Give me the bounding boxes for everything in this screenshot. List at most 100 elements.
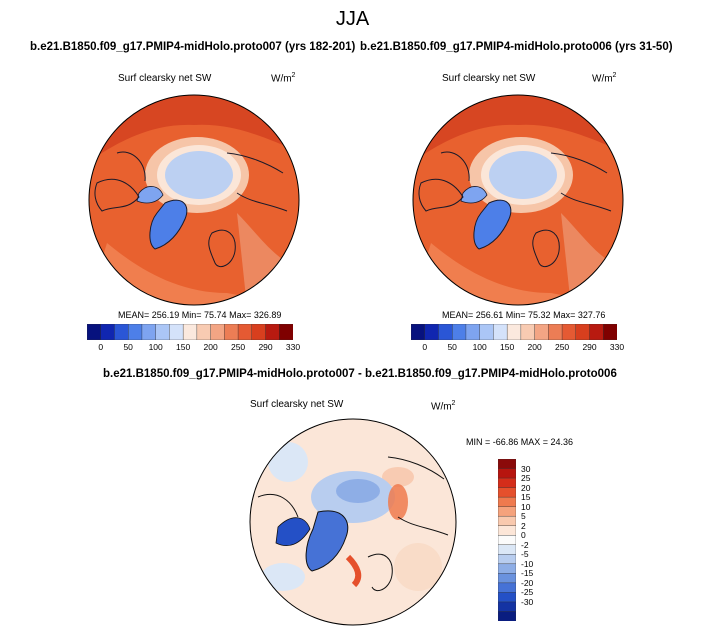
panel3-colorbar-swatch [498, 477, 516, 489]
panel1-colorbar-tick-label: 100 [148, 342, 163, 352]
panel2-pacific-field [413, 95, 623, 163]
panel3-colorbar-swatch [498, 554, 516, 565]
panel3-units-label: W/m2 [431, 400, 456, 413]
panel3-coastlines [257, 456, 449, 591]
panel3-colorbar-tick-label: 15 [521, 492, 531, 503]
panel3-colorbar-swatch [498, 563, 516, 574]
panel1-colorbar-tick-label: 50 [123, 342, 133, 352]
panel1-colorbar-ticks: 0 50 100 150 200 250 290 330 [87, 342, 300, 354]
panel3-archipelago-decrease [275, 517, 311, 546]
panel2-colorbar-swatch [479, 324, 494, 340]
panel3-blob-2 [394, 543, 442, 591]
panel1-colorbar-swatch [169, 324, 184, 340]
panel1-coastline-na [94, 151, 146, 212]
panel3-colorbar-swatch [498, 459, 516, 470]
panel2-colorbar-swatch [506, 324, 522, 340]
panel3-colorbar-swatch [498, 515, 516, 527]
panel3-blob-4 [382, 467, 414, 487]
panel1-colorbar-tick-label: 250 [230, 342, 246, 352]
panel2-case-title: b.e21.B1850.f09_g17.PMIP4-midHolo.proto0… [360, 41, 673, 53]
panel3-colorbar-tick-label: -2 [521, 539, 529, 550]
panel3-colorbar-tick-label: 0 [521, 530, 526, 541]
panel2-colorbar-tick-label: 0 [422, 342, 428, 352]
panel3-colorbar-swatch [498, 611, 516, 621]
panel1-map-border [88, 94, 300, 306]
panel1-colorbar-tick-label: 330 [285, 342, 301, 352]
panel3-colorbar-tick-label: 10 [521, 501, 531, 512]
panel2-stats: MEAN= 256.61 Min= 75.32 Max= 327.76 [442, 310, 606, 320]
panel1-colorbar-swatch [265, 324, 280, 340]
panel1-variable-label: Surf clearsky net SW [118, 73, 212, 84]
panel1-colorbar-swatch [141, 324, 157, 340]
panel2-colorbar-tick-label: 200 [527, 342, 542, 352]
panel2-colorbar-swatch [561, 324, 577, 340]
panel2-colorbar [411, 324, 617, 340]
panel3-case-title: b.e21.B1850.f09_g17.PMIP4-midHolo.proto0… [103, 368, 617, 380]
panel2-colorbar-swatch [411, 324, 426, 340]
panel1-colorbar-swatch [251, 324, 267, 340]
panel2-colorbar-swatch [493, 324, 508, 340]
panel1-stats: MEAN= 256.19 Min= 75.74 Max= 326.89 [118, 310, 282, 320]
panel2-colorbar-tick-label: 150 [500, 342, 515, 352]
panel1-coastline-eurasia [208, 152, 288, 267]
panel1-colorbar-swatch [196, 324, 212, 340]
panel1-colorbar-swatch [128, 324, 143, 340]
panel3-colorbar-tick-label: 2 [521, 520, 526, 531]
panel2-colorbar-swatch [452, 324, 467, 340]
panel1-colorbar-swatch [87, 324, 102, 340]
panel1-colorbar-swatch [155, 324, 170, 340]
panel3-colorbar [498, 459, 516, 621]
panel2-colorbar-swatch [575, 324, 591, 340]
panel2-polar-map [412, 94, 624, 306]
panel2-colorbar-swatch [548, 324, 563, 340]
panel2-colorbar-tick-label: 50 [447, 342, 457, 352]
panel2-coastline-na [418, 151, 470, 212]
panel3-colorbar-tick-label: -10 [521, 558, 534, 569]
panel2-colorbar-ticks: 0 50 100 150 200 250 290 330 [411, 342, 624, 354]
panel3-increase-band [388, 484, 408, 520]
figure-title: JJA [335, 8, 370, 30]
panel3-colorbar-tick-label: 20 [521, 482, 531, 493]
panel3-arctic-decrease-core [336, 479, 380, 503]
panel3-colorbar-tick-label: -25 [521, 587, 534, 598]
panel1-colorbar-tick-label: 290 [258, 342, 273, 352]
panel2-colorbar-tick-label: 290 [582, 342, 597, 352]
panel1-arctic-ice [165, 151, 233, 199]
panel1-case-title: b.e21.B1850.f09_g17.PMIP4-midHolo.proto0… [30, 41, 356, 53]
panel2-colorbar-tick-label: 330 [609, 342, 625, 352]
panel3-colorbar-tick-label: 25 [521, 473, 531, 484]
panel2-map-border [412, 94, 624, 306]
panel3-colorbar-tick-label: -15 [521, 568, 534, 579]
panel2-colorbar-swatch [424, 324, 439, 340]
panel3-colorbar-swatch [498, 535, 516, 546]
panel1-colorbar-swatch [100, 324, 115, 340]
panel1-colorbar-swatch [182, 324, 198, 340]
panel3-colorbar-swatch [498, 496, 516, 508]
panel3-blob-1 [268, 442, 308, 482]
panel3-colorbar-swatch [498, 592, 516, 603]
panel3-greenland-decrease [305, 510, 349, 572]
panel1-colorbar-swatch [114, 324, 129, 340]
panel1-colorbar-swatch [210, 324, 225, 340]
panel3-colorbar-swatch [498, 487, 516, 498]
panel2-colorbar-swatch [438, 324, 453, 340]
panel3-colorbar-tick-label: -5 [521, 549, 529, 560]
panel1-colorbar-tick-label: 150 [176, 342, 191, 352]
panel1-colorbar-tick-label: 200 [203, 342, 218, 352]
panel2-colorbar-swatch [465, 324, 481, 340]
panel3-increase-streak [345, 554, 362, 588]
panel2-greenland [473, 199, 512, 250]
panel1-colorbar [87, 324, 293, 340]
panel3-map-border [249, 418, 457, 626]
panel1-colorbar-swatch [224, 324, 239, 340]
panel2-archipelago [460, 186, 488, 204]
panel3-colorbar-swatch [498, 601, 516, 612]
panel2-colorbar-swatch [520, 324, 536, 340]
panel3-blob-3 [261, 563, 305, 591]
panel3-colorbar-tick-label: -30 [521, 596, 534, 607]
panel1-units-label: W/m2 [271, 72, 296, 85]
panel2-units-label: W/m2 [592, 72, 617, 85]
panel3-colorbar-tick-label: 30 [521, 463, 531, 474]
panel2-coastline-eurasia [532, 152, 612, 267]
panel3-variable-label: Surf clearsky net SW [250, 399, 344, 410]
